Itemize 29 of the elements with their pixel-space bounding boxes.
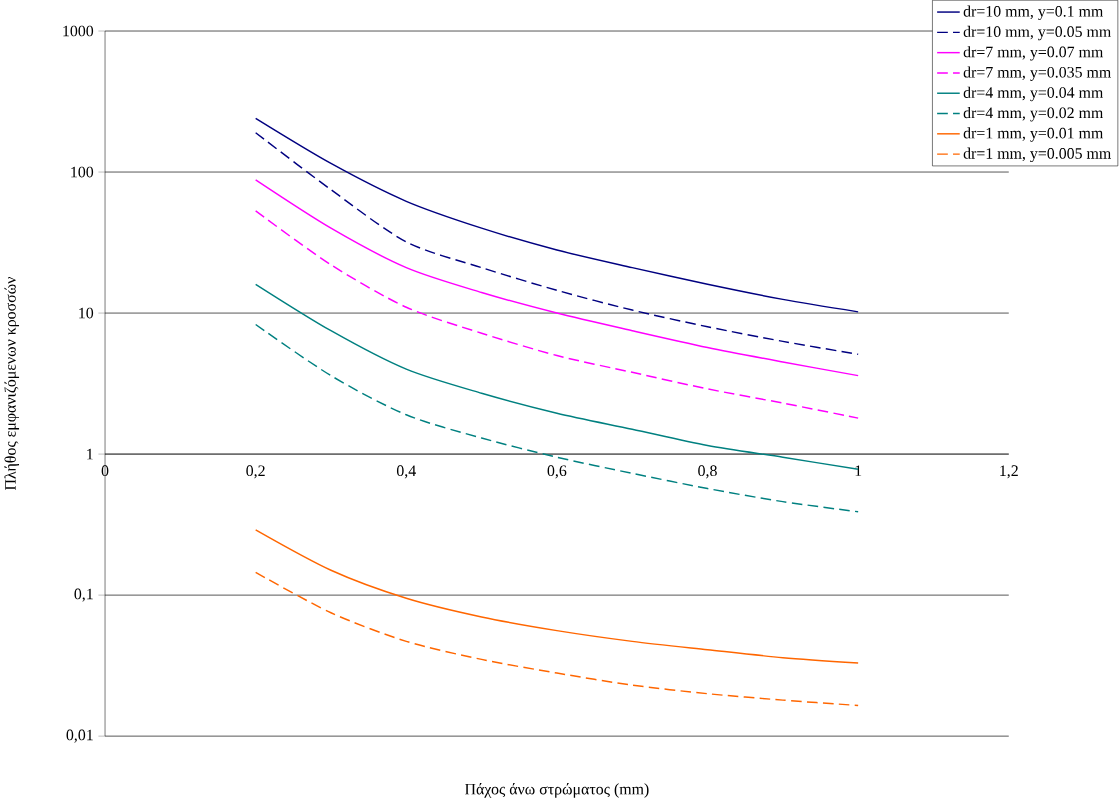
line-series [254,131,859,355]
y-axis-title: Πλήθος εμφανιζόμενων κροσσών [4,276,20,491]
y-tick-label: 0,01 [66,729,93,743]
legend-label: dr=7 mm, y=0.035 mm [963,66,1111,81]
line-series [254,571,859,707]
x-tick-label: 0,6 [547,465,567,479]
x-tick-label: 0 [101,465,109,477]
y-tick-label: 100 [71,166,94,178]
legend-label: dr=4 mm, y=0.02 mm [963,106,1104,122]
legend-label: dr=1 mm, y=0.005 mm [963,147,1111,162]
line-series [254,117,859,313]
legend-label: dr=1 mm, y=0.01 mm [963,127,1104,142]
x-tick-label: 0,2 [246,465,265,479]
legend-label: dr=7 mm, y=0.07 mm [963,46,1104,61]
y-tick-label: 1 [87,448,93,460]
line-series [254,210,859,419]
x-tick-label: 0,4 [396,465,416,479]
x-axis-title: Πάχος άνω στρώματος (mm) [464,783,649,798]
legend-label: dr=10 mm, y=0.1 mm [963,5,1104,20]
y-tick-label: 1000 [63,25,94,37]
line-series [254,179,859,377]
line-series [254,529,859,664]
legend-label: dr=10 mm, y=0.05 mm [963,25,1111,41]
x-tick-label: 1 [855,465,862,476]
legend-label: dr=4 mm, y=0.04 mm [963,86,1104,102]
x-tick-label: 1,2 [1000,465,1018,479]
x-tick-label: 0,8 [698,465,717,479]
y-tick-label: 10 [79,307,94,319]
y-tick-label: 0,1 [74,588,93,602]
